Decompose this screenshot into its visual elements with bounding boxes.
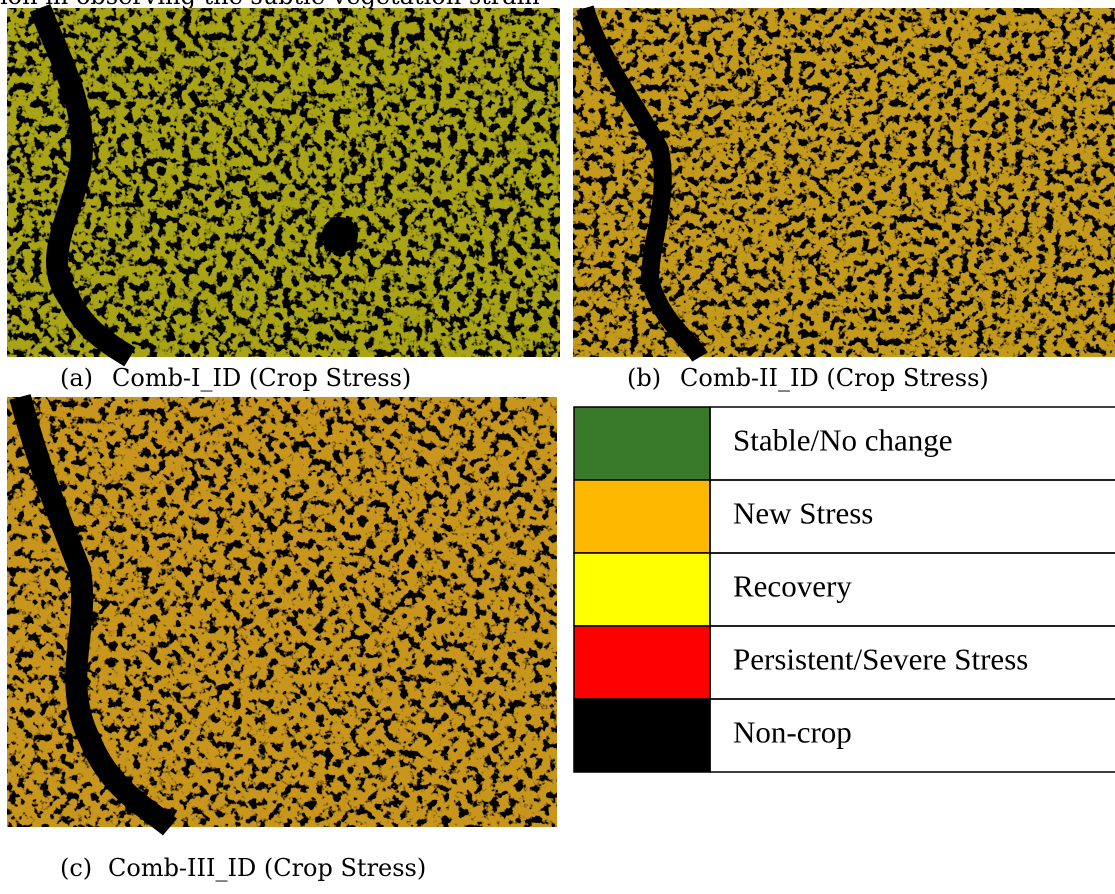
panel-caption: Comb-I_ID (Crop Stress) xyxy=(112,364,411,392)
page: ion in observing the subtle vegetation s… xyxy=(0,0,1115,894)
map-image xyxy=(7,397,557,827)
panel-label: (c) xyxy=(60,854,92,882)
figure: ion in observing the subtle vegetation s… xyxy=(0,0,1115,894)
legend-label: Stable/No change xyxy=(733,423,953,458)
map-image xyxy=(7,8,560,357)
panel-caption: Comb-III_ID (Crop Stress) xyxy=(108,854,426,882)
map-image xyxy=(573,8,1115,357)
legend-swatch xyxy=(574,626,710,699)
legend-label: New Stress xyxy=(733,496,873,531)
panel-caption: Comb-II_ID (Crop Stress) xyxy=(680,364,989,392)
legend-swatch xyxy=(574,480,710,553)
legend-label: Recovery xyxy=(733,569,852,604)
legend-swatch xyxy=(574,553,710,626)
legend-swatch xyxy=(574,407,710,480)
legend-swatch xyxy=(574,699,710,772)
legend-label: Persistent/Severe Stress xyxy=(733,642,1028,677)
panel-label: (b) xyxy=(627,364,661,392)
panel-label: (a) xyxy=(60,364,93,392)
legend-label: Non-crop xyxy=(733,715,852,750)
